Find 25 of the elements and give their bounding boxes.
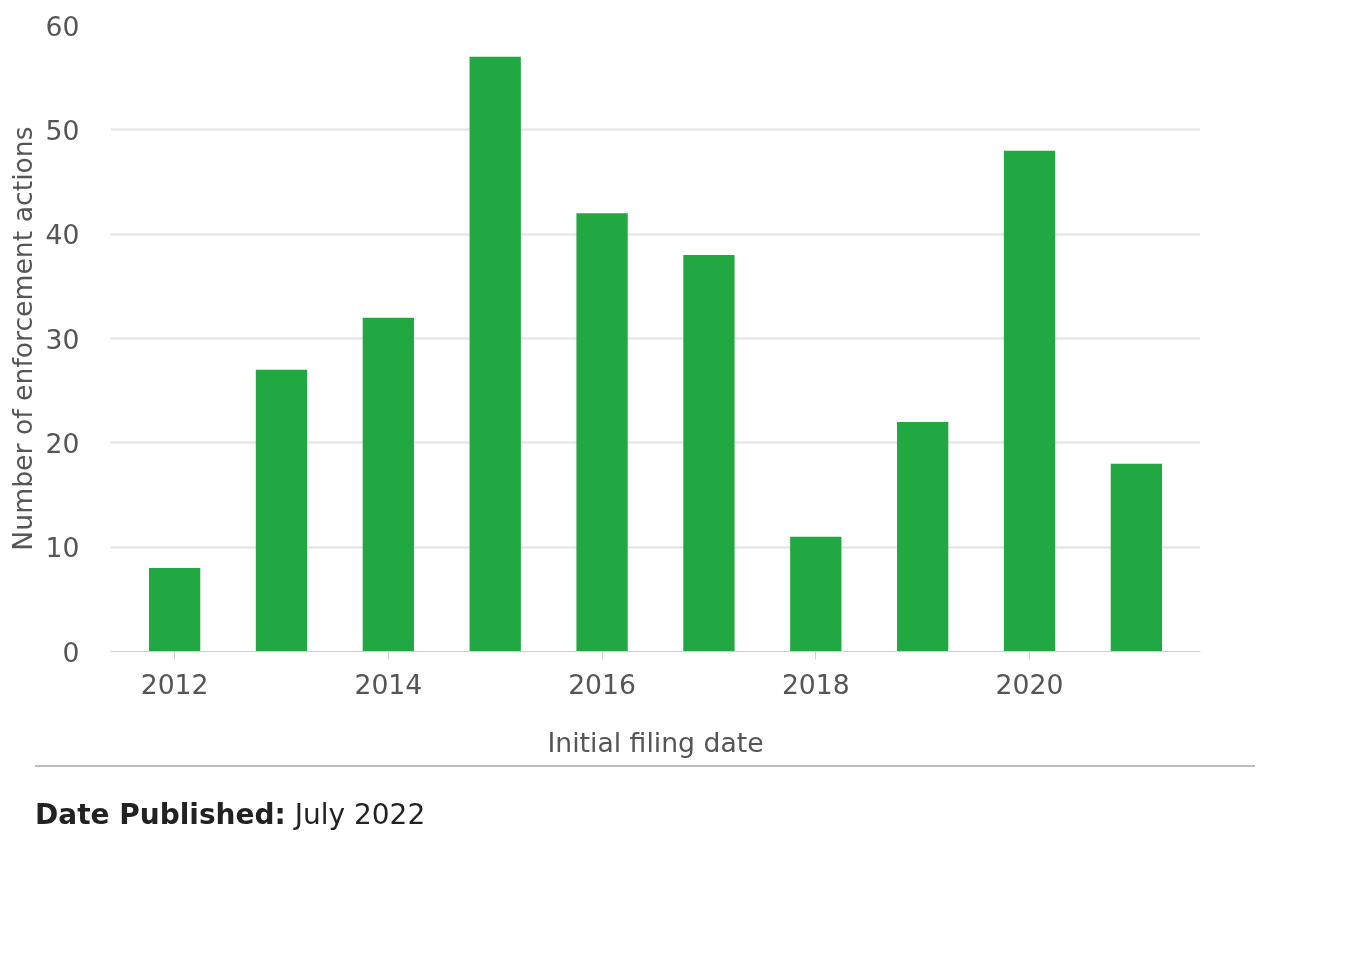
bar (790, 536, 842, 652)
x-axis-title: Initial filing date (547, 726, 764, 758)
y-tick-label: 30 (45, 323, 80, 355)
bar (148, 568, 201, 652)
y-tick-label: 60 (45, 10, 80, 42)
y-tick-label: 40 (45, 219, 80, 251)
x-tick-label: 2016 (568, 668, 636, 700)
bar (362, 317, 414, 652)
x-tick-label: 2020 (995, 668, 1064, 700)
bar (576, 213, 628, 652)
x-tick-label: 2018 (781, 668, 850, 700)
bar (683, 255, 735, 652)
x-tick-label: 2014 (354, 668, 423, 700)
y-axis-title: Number of enforcement actions (6, 126, 38, 551)
bar (1003, 150, 1056, 652)
bar (255, 369, 308, 652)
bar (469, 56, 521, 652)
bar (897, 421, 949, 652)
y-tick-label: 0 (62, 636, 80, 668)
y-tick-label: 20 (45, 427, 80, 459)
x-tick-label: 2012 (140, 668, 209, 700)
y-tick-label: 50 (45, 114, 80, 146)
bar (1110, 463, 1163, 652)
y-tick-label: 10 (45, 532, 80, 564)
text: Date Published: July 2022 (35, 765, 1255, 835)
